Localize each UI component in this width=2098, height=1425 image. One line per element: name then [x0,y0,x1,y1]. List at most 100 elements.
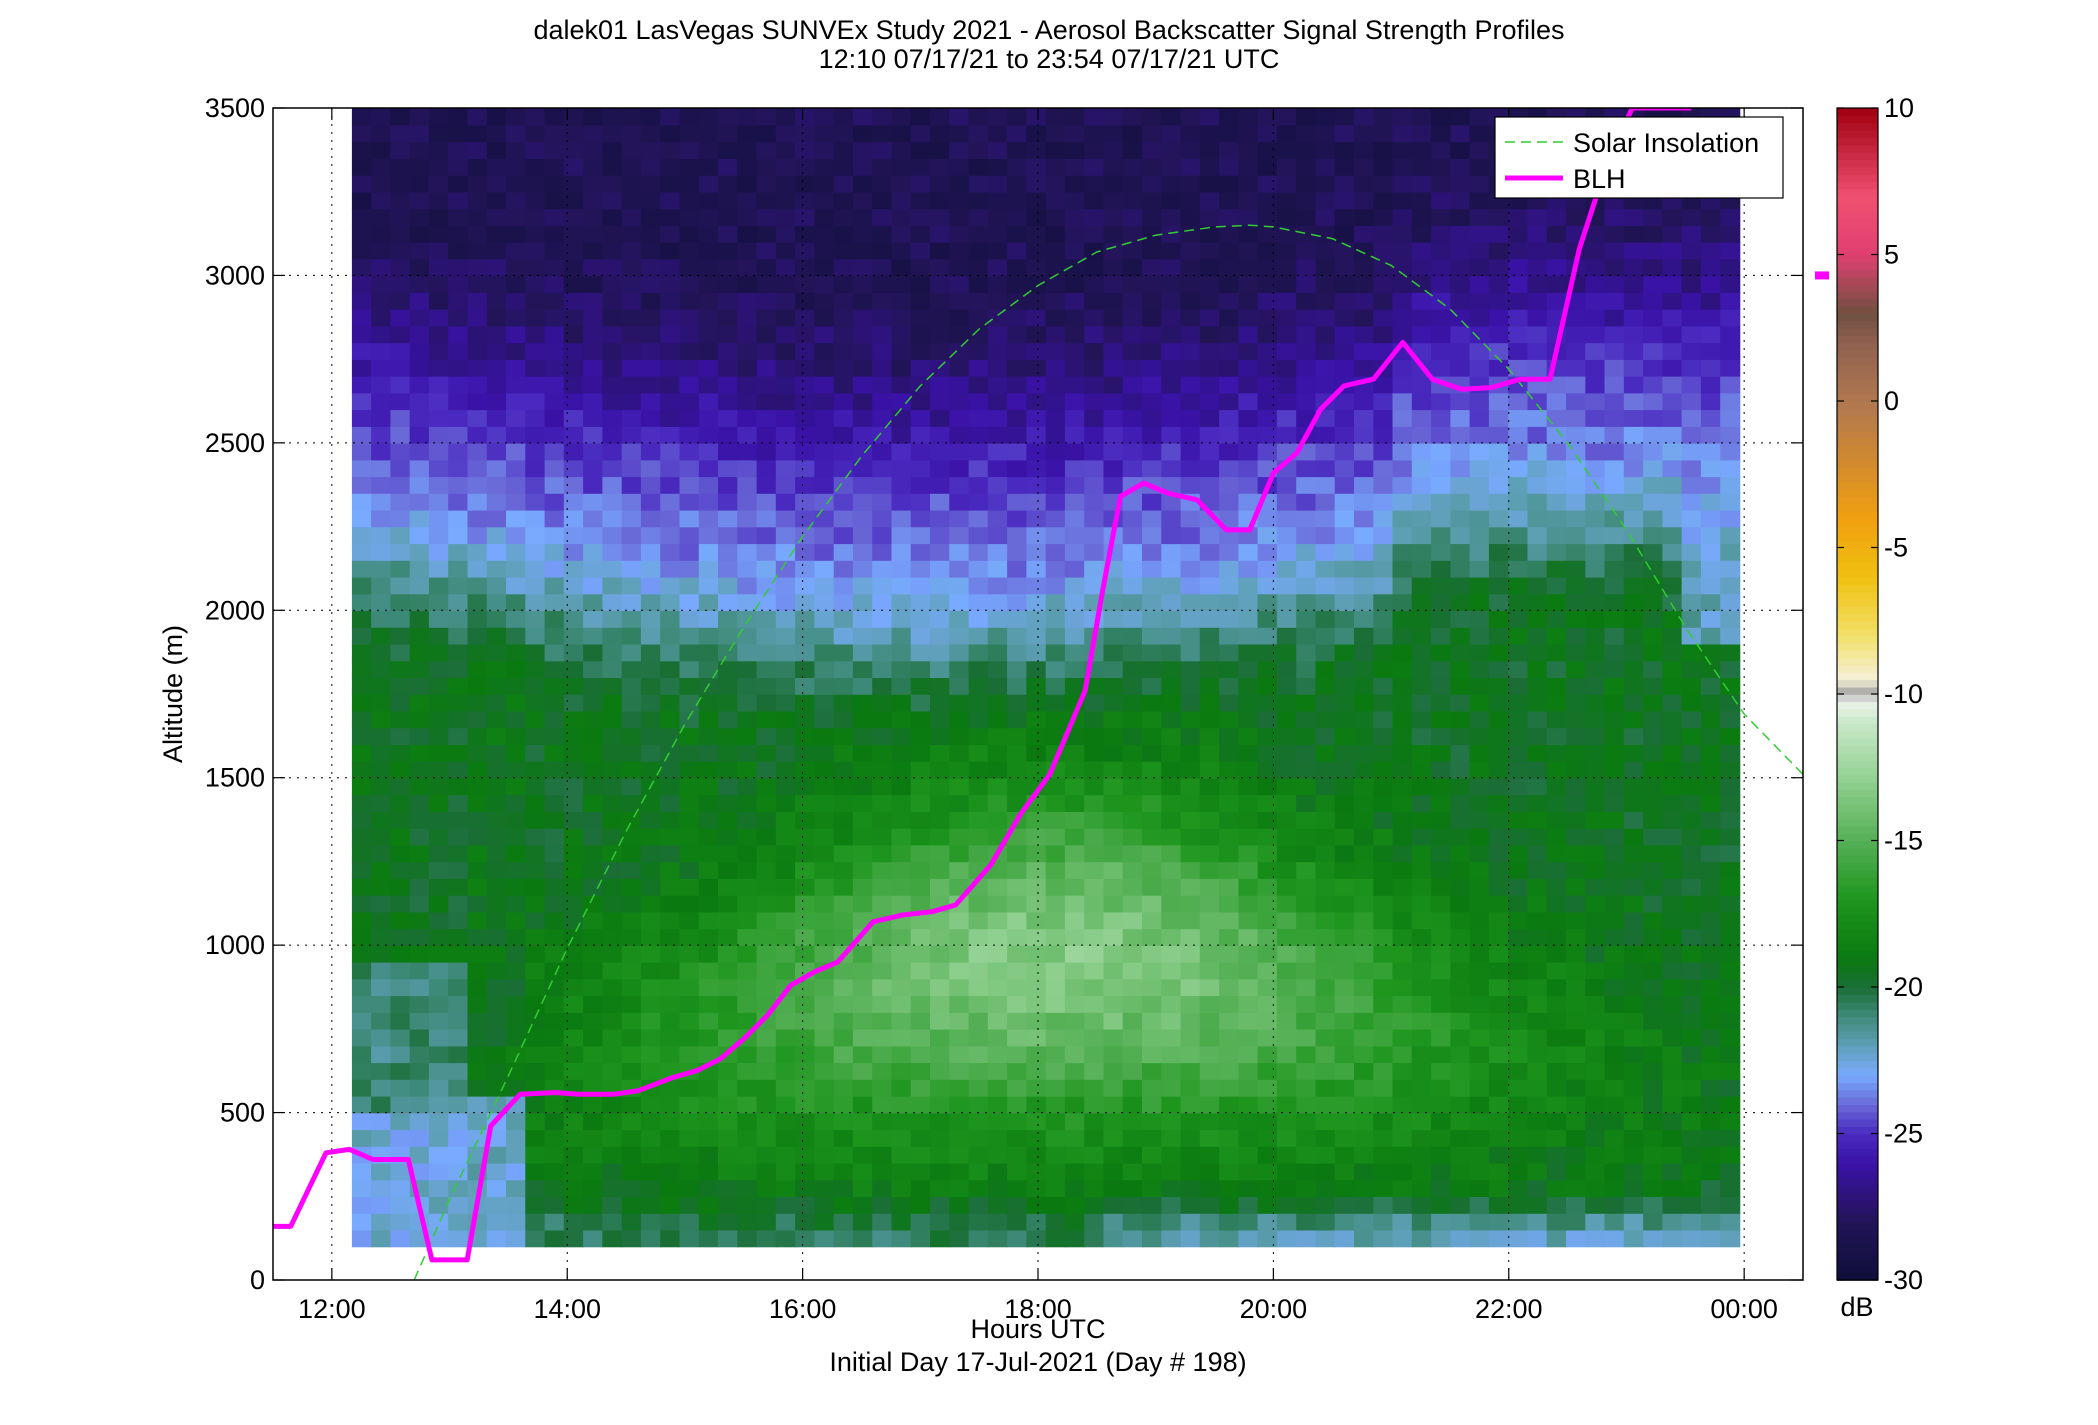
heatmap-cell [1431,677,1452,695]
heatmap-cell [1700,1179,1721,1197]
heatmap-cell [775,660,796,678]
heatmap-cell [698,225,719,243]
heatmap-cell [1122,108,1143,126]
heatmap-cell [1585,811,1606,829]
heatmap-cell [852,426,873,444]
heatmap-cell [409,861,430,879]
heatmap-cell [1199,1112,1220,1131]
heatmap-cell [1122,1012,1143,1030]
heatmap-cell [833,794,854,812]
heatmap-cell [506,526,527,545]
heatmap-cell [506,660,527,678]
heatmap-cell [351,1129,372,1147]
heatmap-cell [756,275,777,293]
heatmap-cell [852,141,873,159]
heatmap-cell [1392,308,1413,327]
heatmap-cell [428,1129,449,1147]
heatmap-cell [1546,844,1567,863]
heatmap-cell [1199,978,1220,997]
heatmap-cell [968,241,989,260]
heatmap-cell [1276,660,1297,678]
heatmap-cell [833,727,854,745]
heatmap-cell [621,342,642,360]
heatmap-cell [1007,660,1028,678]
heatmap-cell [1142,175,1163,193]
heatmap-cell [1643,627,1664,645]
heatmap-cell [351,325,372,344]
heatmap-cell [1373,375,1394,394]
heatmap-cell [448,241,469,260]
heatmap-cell [544,961,565,980]
heatmap-cell [930,861,951,879]
heatmap-cell [1392,476,1413,494]
heatmap-cell [852,493,873,511]
heatmap-cell [1161,392,1182,411]
heatmap-cell [814,1062,835,1080]
heatmap-cell [390,576,411,595]
heatmap-cell [1084,1045,1105,1064]
heatmap-cell [1199,124,1220,143]
heatmap-cell [660,744,681,762]
heatmap-cell [756,292,777,310]
heatmap-cell [1334,677,1355,695]
heatmap-cell [795,593,816,611]
heatmap-cell [1527,1062,1548,1080]
heatmap-cell [390,660,411,678]
heatmap-cell [428,593,449,611]
heatmap-cell [1546,392,1567,411]
heatmap-cell [1700,627,1721,645]
heatmap-cell [1488,827,1509,846]
heatmap-cell [467,593,488,611]
heatmap-cell [795,677,816,695]
heatmap-cell [1373,1229,1394,1248]
heatmap-cell [756,1196,777,1214]
heatmap-cell [409,1112,430,1131]
heatmap-cell [371,1229,392,1248]
heatmap-cell [390,493,411,511]
heatmap-cell [910,258,931,277]
heatmap-cell [1488,576,1509,595]
heatmap-cell [1142,844,1163,863]
heatmap-cell [679,476,700,494]
heatmap-cell [1585,1062,1606,1080]
heatmap-cell [583,175,604,193]
heatmap-cell [1315,1112,1336,1131]
heatmap-cell [1161,610,1182,628]
heatmap-cell [756,744,777,762]
heatmap-cell [949,1028,970,1047]
heatmap-cell [1315,593,1336,611]
heatmap-cell [525,258,546,277]
heatmap-cell [563,961,584,980]
heatmap-cell [467,108,488,126]
heatmap-cell [1219,694,1240,712]
heatmap-cell [1604,995,1625,1013]
heatmap-cell [718,292,739,310]
heatmap-cell [1296,1162,1317,1181]
heatmap-cell [1700,1129,1721,1147]
heatmap-cell [1007,426,1028,444]
heatmap-cell [1643,794,1664,812]
heatmap-cell [1103,861,1124,879]
heatmap-cell [1431,493,1452,511]
heatmap-cell [1084,1179,1105,1197]
heatmap-cell [1681,275,1702,293]
heatmap-cell [1662,861,1683,879]
heatmap-cell [1700,359,1721,377]
heatmap-cell [1103,442,1124,461]
heatmap-cell [852,1129,873,1147]
heatmap-cell [544,241,565,260]
heatmap-cell [1431,560,1452,578]
heatmap-cell [795,694,816,712]
heatmap-cell [1681,1213,1702,1231]
heatmap-cell [1122,442,1143,461]
heatmap-cell [486,275,507,293]
heatmap-cell [1199,560,1220,578]
heatmap-cell [1219,894,1240,913]
heatmap-cell [1334,1028,1355,1047]
heatmap-cell [1257,1162,1278,1181]
heatmap-cell [679,191,700,210]
heatmap-cell [814,375,835,394]
heatmap-cell [1238,1112,1259,1131]
heatmap-cell [679,861,700,879]
heatmap-cell [1662,241,1683,260]
